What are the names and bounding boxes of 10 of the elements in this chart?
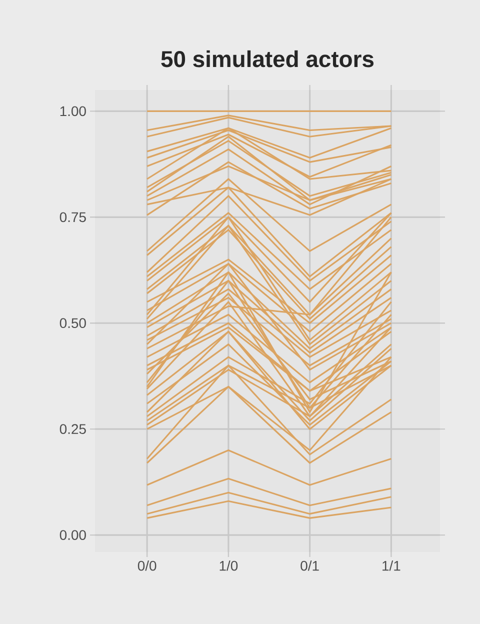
x-tick-label: 0/0 [138,560,156,571]
y-tick-label: 0.50 [60,318,86,328]
y-tick-label: 1.00 [60,106,86,116]
y-tick-label: 0.25 [60,424,86,434]
x-tick-label: 0/1 [300,560,319,571]
y-tick-label: 0.75 [60,212,86,222]
y-tick-label: 0.00 [60,530,86,540]
x-tick-label: 1/1 [382,560,400,571]
x-tick-label: 1/0 [220,560,238,571]
chart-title: 50 simulated actors [161,50,374,68]
